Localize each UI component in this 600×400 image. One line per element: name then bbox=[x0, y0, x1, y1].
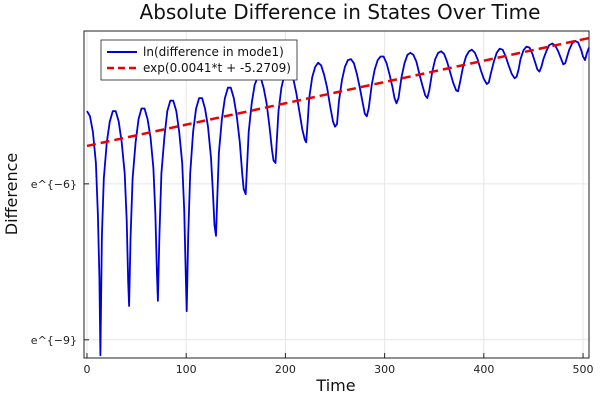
chart-title: Absolute Difference in States Over Time bbox=[140, 0, 541, 24]
legend-label-series-1: ln(difference in mode1) bbox=[143, 45, 284, 59]
x-tick-label: 0 bbox=[83, 363, 90, 376]
legend: ln(difference in mode1) exp(0.0041*t + -… bbox=[100, 39, 298, 81]
series-line-mode1 bbox=[86, 40, 590, 357]
x-tick-label: 100 bbox=[176, 363, 197, 376]
x-tick-label: 400 bbox=[473, 363, 494, 376]
x-axis-label: Time bbox=[315, 376, 355, 395]
plot-frame bbox=[83, 30, 590, 359]
legend-box bbox=[100, 39, 298, 81]
y-tick-label: e^{−6} bbox=[31, 178, 77, 191]
y-axis-ticks: e^{−6} e^{−9} bbox=[31, 178, 89, 347]
y-tick-label: e^{−9} bbox=[31, 334, 77, 347]
y-axis-label: Difference bbox=[2, 153, 21, 235]
x-axis-ticks: 0 100 200 300 400 500 bbox=[83, 353, 594, 376]
x-tick-label: 300 bbox=[374, 363, 395, 376]
x-tick-label: 500 bbox=[573, 363, 594, 376]
grid bbox=[84, 31, 589, 358]
plot-area bbox=[86, 36, 590, 357]
x-tick-label: 200 bbox=[275, 363, 296, 376]
series-line-fit bbox=[86, 36, 590, 148]
legend-label-series-2: exp(0.0041*t + -5.2709) bbox=[143, 61, 291, 75]
